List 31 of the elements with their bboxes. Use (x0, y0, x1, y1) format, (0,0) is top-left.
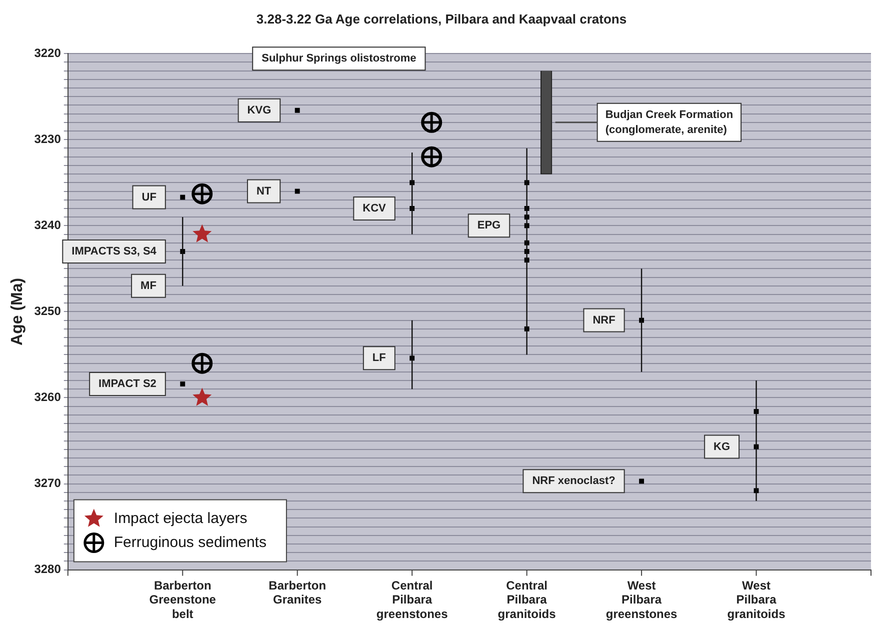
annotation: EPG (477, 220, 501, 232)
x-tick-label: Central Pilbara greenstones (376, 578, 448, 622)
annotation: KVG (247, 104, 272, 116)
x-tick-label: West Pilbara granitoids (727, 578, 786, 622)
y-tick-label: 3260 (34, 390, 62, 404)
annotation: UF (142, 191, 157, 204)
y-tick-label: 3220 (34, 46, 62, 60)
x-tick-label: Central Pilbara granitoids (498, 578, 556, 622)
legend-label: Impact ejecta layers (114, 510, 248, 527)
x-tick-label: Barberton Granites (268, 578, 326, 607)
y-tick-label: 3230 (34, 132, 62, 146)
legend-label: Ferruginous sediments (114, 534, 266, 551)
x-tick-label: West Pilbara greenstones (606, 578, 678, 622)
annotation: KG (714, 440, 730, 453)
chart-title: 3.28-3.22 Ga Age correlations, Pilbara and Kaapvaal cratons (256, 11, 627, 26)
y-tick-label: 3270 (34, 476, 62, 490)
annotation: LF (372, 352, 386, 364)
annotation: KCV (362, 202, 387, 214)
y-tick-label: 3280 (34, 562, 62, 576)
annotation: NRF (592, 314, 616, 326)
annotation: IMPACTS S3, S4 (72, 246, 158, 258)
annotation: NRF xenoclast? (532, 475, 616, 488)
annotation: IMPACT S2 (98, 378, 156, 390)
y-axis-title: Age (Ma) (9, 278, 26, 346)
y-tick-label: 3250 (34, 304, 62, 318)
y-tick-label: 3240 (34, 218, 62, 232)
annotation: MF (140, 280, 157, 292)
annotation: NT (256, 185, 272, 198)
x-tick-label: Barberton Greenstone belt (149, 578, 216, 622)
legend-label: Budjan Creek Formation (conglomerate, arenite) (605, 108, 734, 136)
annotation: Sulphur Springs olistostrome (262, 52, 416, 65)
